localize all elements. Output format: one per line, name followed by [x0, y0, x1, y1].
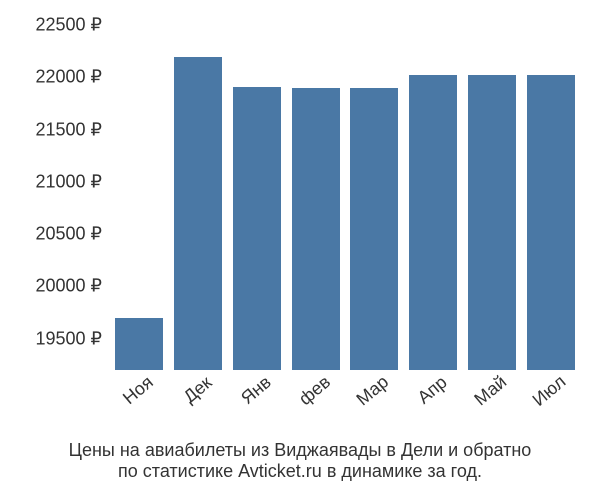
y-tick-label: 21500 ₽ [35, 119, 110, 140]
bar [350, 88, 398, 370]
bar [409, 75, 457, 370]
y-tick-label: 21000 ₽ [35, 171, 110, 192]
y-tick-label: 22000 ₽ [35, 67, 110, 88]
chart-caption: Цены на авиабилеты из Виджаявады в Дели … [0, 440, 600, 482]
bar [468, 75, 516, 370]
bar [292, 88, 340, 370]
caption-line-2: по статистике Avticket.ru в динамике за … [0, 461, 600, 482]
price-chart: 19500 ₽ 20000 ₽ 20500 ₽ 21000 ₽ 21500 ₽ 22000… [0, 0, 600, 500]
bar [174, 57, 222, 370]
y-tick-label: 22500 ₽ [35, 15, 110, 36]
bar [527, 75, 575, 370]
plot-area: 19500 ₽20000 ₽20500 ₽21000 ₽21500 ₽22000… [110, 20, 580, 370]
y-tick-label: 20500 ₽ [35, 224, 110, 245]
bar [233, 87, 281, 370]
caption-line-1: Цены на авиабилеты из Виджаявады в Дели … [0, 440, 600, 461]
y-tick-label: 20000 ₽ [35, 276, 110, 297]
y-tick-label: 19500 ₽ [35, 328, 110, 349]
